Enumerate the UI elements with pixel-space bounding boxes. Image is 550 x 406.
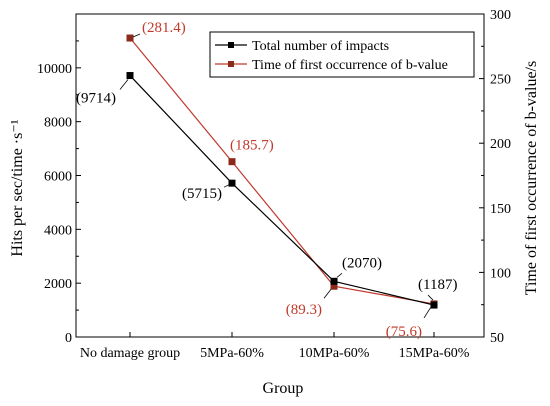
series-line-bvalue [129,37,435,305]
label-leader-impacts [223,183,231,188]
series-line-impacts [129,75,435,306]
data-label-impacts-3: (1187) [418,277,457,293]
point-impacts-2 [330,277,338,285]
legend-box [209,31,475,78]
label-leader-impacts [336,272,343,278]
y-right-tick-label: 50 [490,331,504,346]
legend-label-impacts: Total number of impacts [252,39,389,54]
y-right-tick-label: 100 [490,266,511,281]
y-right-tick-label: 200 [490,137,511,152]
data-labels: (9714) (5715) (2070) (1187) (281.4) (185.7) (8… [76,20,457,340]
label-leader-impacts [427,294,434,301]
series-layer [126,34,438,309]
point-impacts-1 [228,179,236,187]
data-label-impacts-2: (2070) [342,255,382,271]
y-left-tick-label: 0 [65,331,72,346]
data-label-impacts-1: (5715) [182,186,222,202]
label-leader-bvalue [132,33,141,38]
x-tick-label: 10MPa-60% [299,346,370,361]
legend-marker-impacts [228,42,234,48]
y-right-tick-label: 300 [490,8,511,23]
y-left-tick-label: 4000 [44,223,72,238]
y-left-tick-label: 6000 [44,170,72,185]
legend-marker-bvalue [228,61,234,67]
label-leader-impacts [119,79,129,90]
y-left-tick-label: 2000 [44,277,72,292]
point-bvalue-1 [228,158,236,166]
point-impacts-0 [126,72,134,80]
y-left-tick-label: 8000 [44,116,72,131]
data-label-impacts-0: (9714) [76,91,116,107]
y-right-tick-label: 150 [490,202,511,217]
legend-label-bvalue: Time of first occurrence of b-value [252,58,448,73]
y-axis-right-title: Time of first occurrence of b-value/s [523,61,540,295]
legend: Total number of impacts Time of first oc… [209,31,475,78]
point-bvalue-2 [330,282,338,290]
point-impacts-3 [430,301,438,309]
data-label-bvalue-1: (185.7) [230,138,274,154]
x-tick-label: 15MPa-60% [399,346,470,361]
data-label-bvalue-3: (75.6) [386,324,422,340]
label-leader-bvalue [423,306,432,319]
axes: 0 2000 4000 6000 8000 10000 50 100 150 200 250 300 N… [37,8,511,361]
y-left-tick-label: 10000 [37,62,72,77]
x-axis-title: Group [263,380,304,397]
y-axis-left-title: Hits per sec/time ·s⁻¹ [9,119,26,256]
data-label-bvalue-0: (281.4) [142,20,186,36]
point-bvalue-0 [126,34,134,42]
x-tick-label: No damage group [80,346,180,361]
y-right-tick-label: 250 [490,73,511,88]
x-tick-label: 5MPa-60% [200,346,264,361]
data-label-bvalue-2: (89.3) [286,302,322,318]
label-leader-bvalue [323,288,332,299]
